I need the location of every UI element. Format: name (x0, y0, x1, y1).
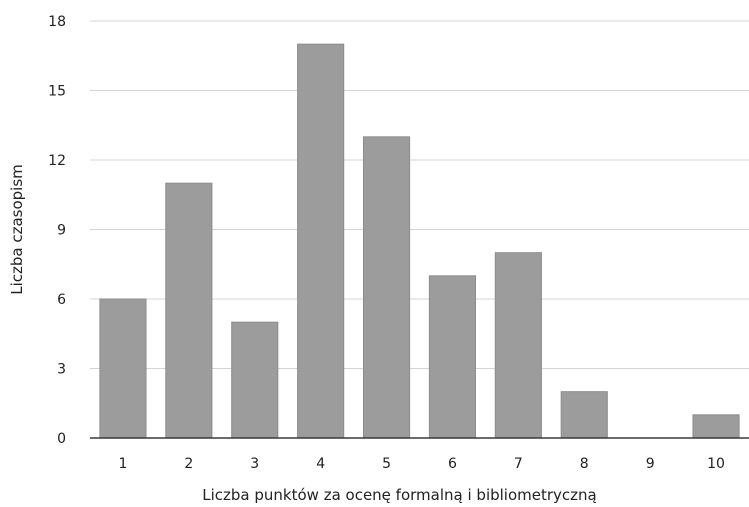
y-tick-label: 6 (57, 292, 66, 308)
x-tick-label: 10 (707, 456, 725, 472)
bar-7 (494, 252, 542, 439)
bars (99, 43, 740, 439)
x-tick-label: 7 (514, 456, 523, 472)
y-tick-label: 18 (48, 14, 66, 30)
x-axis-title: Liczba punktów za ocenę formalną i bibli… (202, 486, 596, 504)
y-tick-label: 3 (57, 362, 66, 378)
x-tick-label: 2 (184, 456, 193, 472)
x-tick-label: 9 (646, 456, 655, 472)
y-axis-title: Liczba czasopism (8, 164, 26, 295)
x-tick-label: 5 (382, 456, 391, 472)
bar-8 (560, 391, 608, 439)
bar-2 (165, 182, 213, 439)
y-tick-label: 12 (48, 153, 66, 169)
bar-1 (99, 298, 147, 439)
bar-10 (692, 414, 740, 439)
x-axis-ticks: 1 2 3 4 5 6 7 8 9 10 (118, 456, 724, 472)
bar-6 (428, 275, 477, 439)
x-tick-label: 8 (580, 456, 589, 472)
x-tick-label: 3 (250, 456, 259, 472)
y-tick-label: 0 (57, 431, 66, 447)
x-tick-label: 1 (118, 456, 127, 472)
x-tick-label: 4 (316, 456, 325, 472)
y-tick-label: 9 (57, 223, 66, 239)
y-tick-label: 15 (48, 84, 66, 100)
x-tick-label: 6 (448, 456, 457, 472)
y-axis-ticks: 0 3 6 9 12 15 18 (48, 14, 66, 447)
bar-5 (362, 136, 411, 439)
bar-3 (231, 321, 279, 439)
bar-4 (297, 43, 345, 439)
